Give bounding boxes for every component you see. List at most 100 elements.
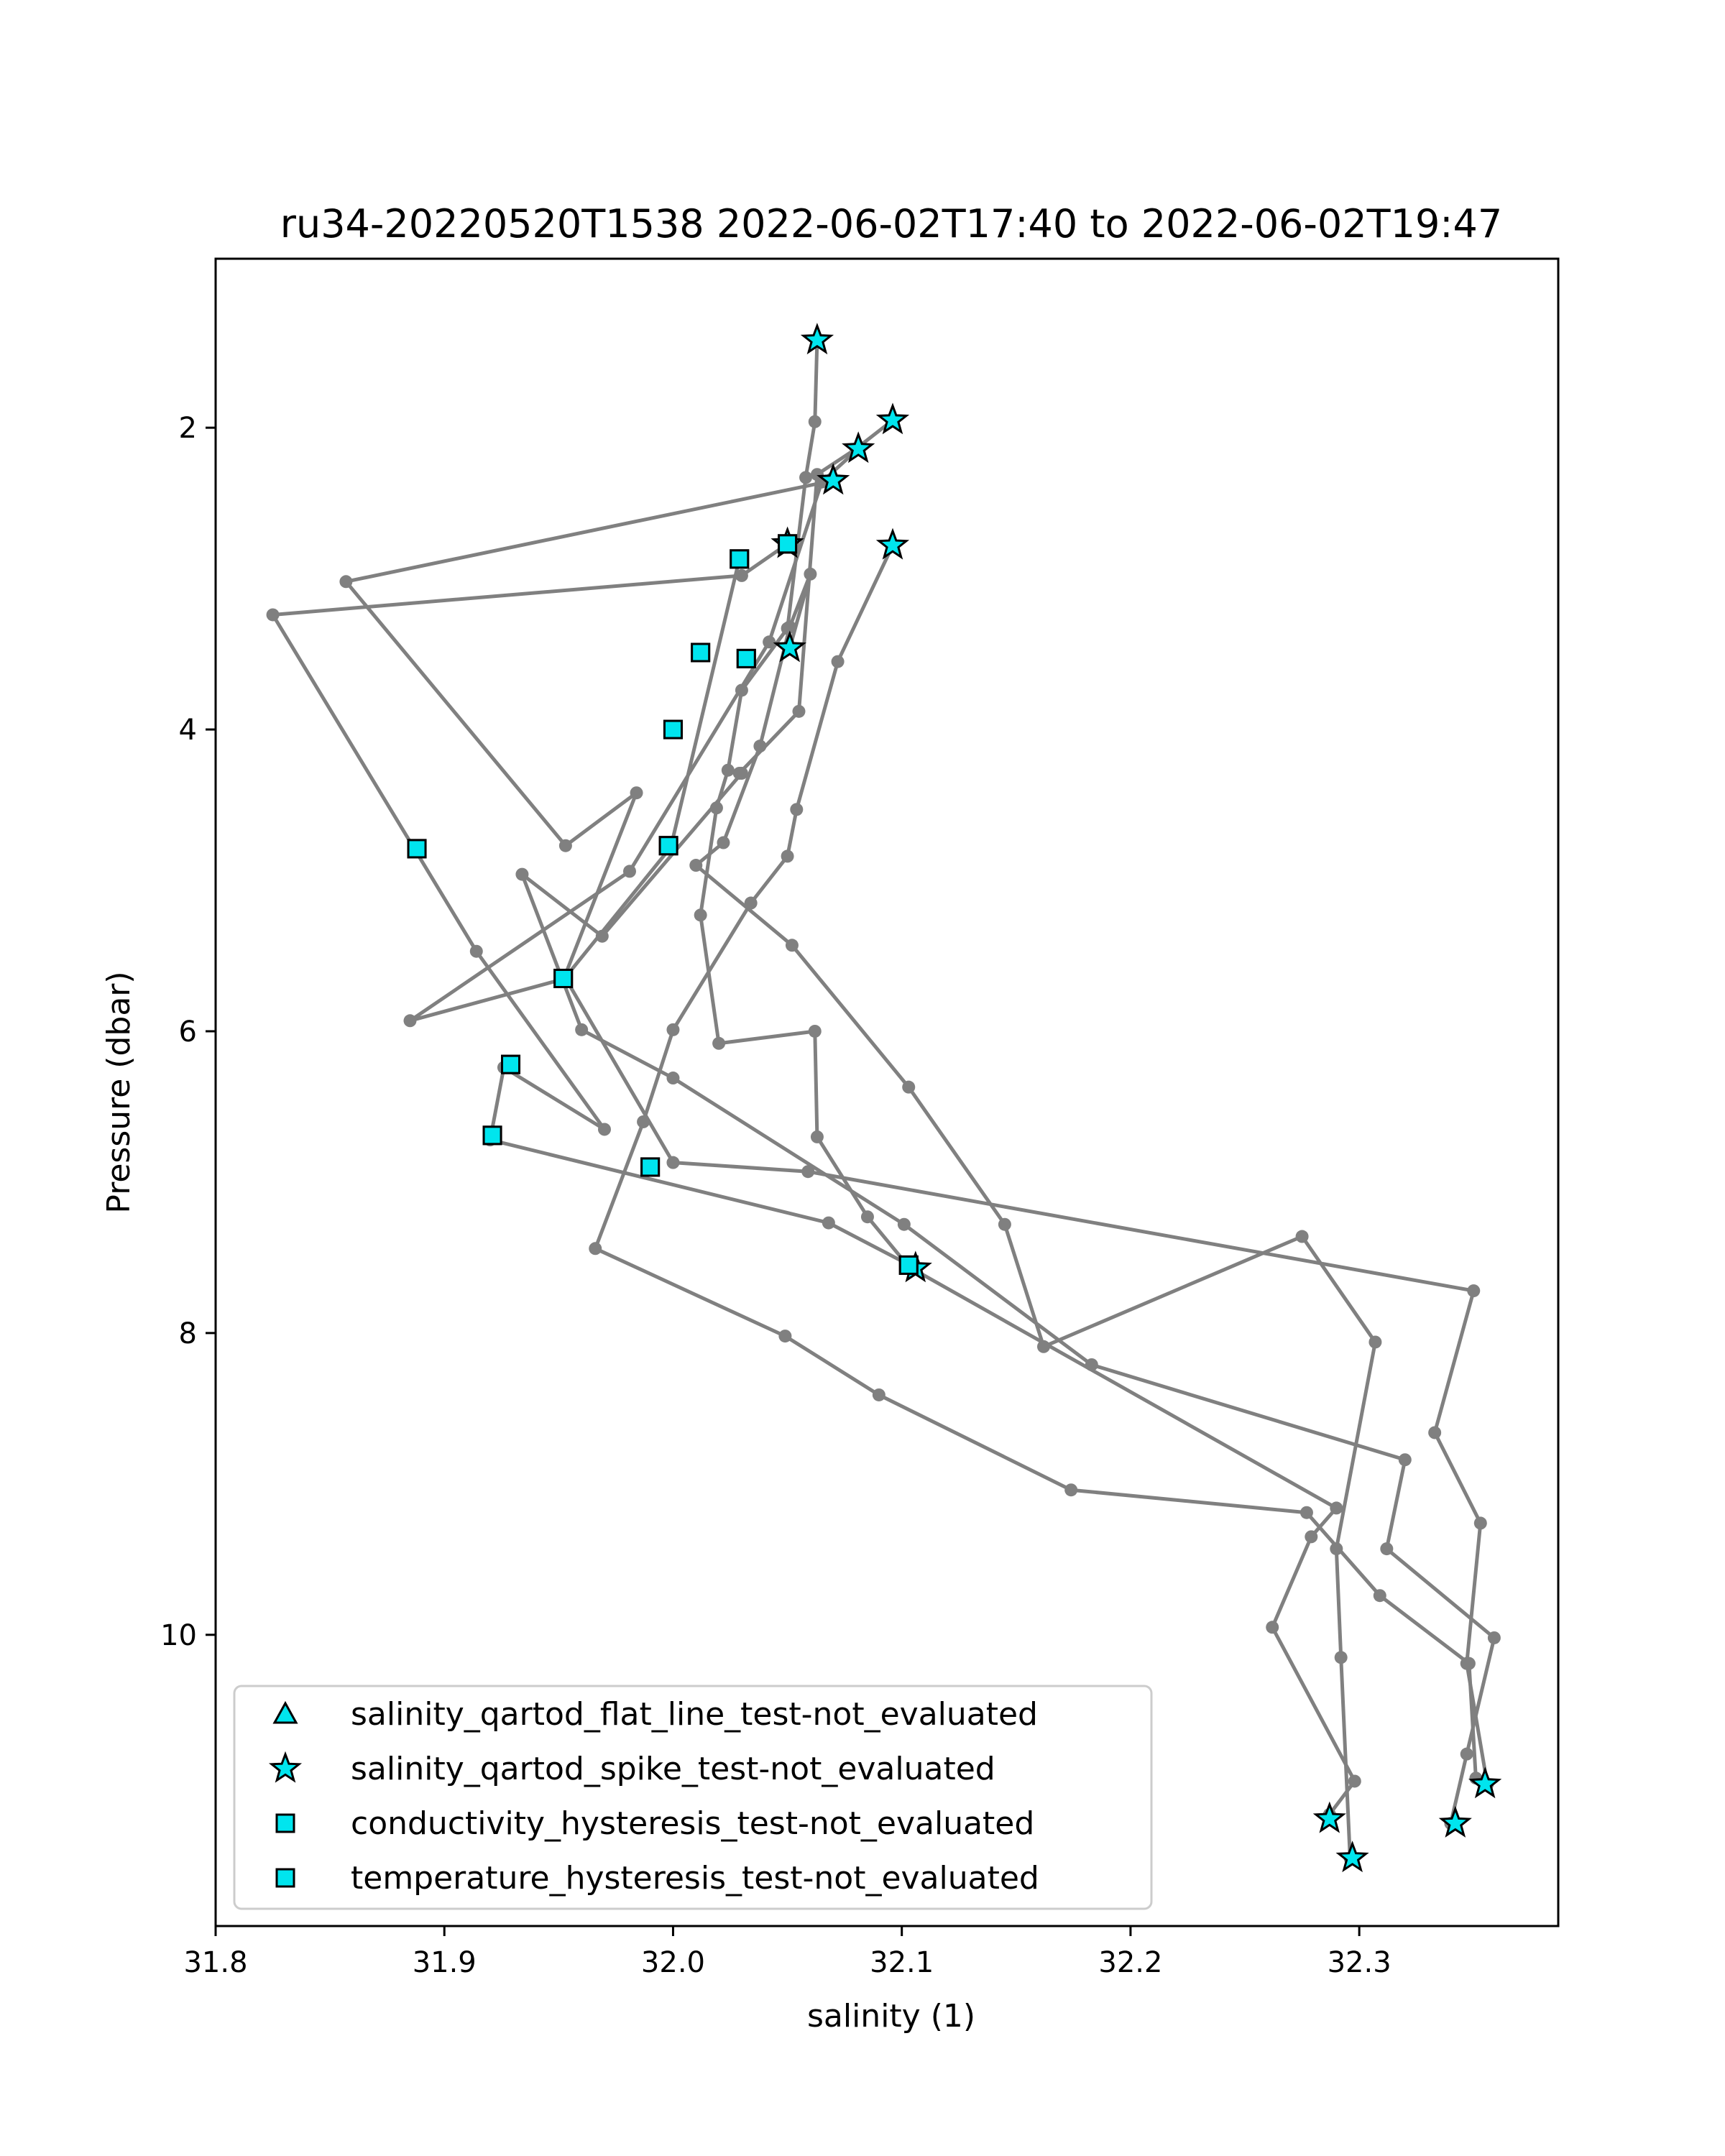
profile-point bbox=[804, 567, 817, 581]
profile-point bbox=[1085, 1358, 1098, 1371]
square-marker bbox=[691, 642, 711, 663]
star-marker bbox=[842, 431, 875, 464]
legend-label: salinity_qartod_flat_line_test-not_evalu… bbox=[351, 1696, 1038, 1733]
legend-marker-square bbox=[275, 1813, 295, 1833]
profile-point bbox=[1460, 1747, 1473, 1761]
profile-point bbox=[792, 704, 806, 718]
profile-point bbox=[637, 1115, 650, 1128]
profile-point bbox=[822, 1216, 835, 1230]
y-tick-label: 2 bbox=[179, 412, 197, 445]
profile-point bbox=[709, 801, 723, 815]
profile-point bbox=[1467, 1284, 1481, 1298]
x-tick-label: 31.9 bbox=[413, 1946, 477, 1979]
profile-point bbox=[666, 1023, 680, 1036]
profile-point bbox=[1428, 1426, 1442, 1439]
legend-marker-star bbox=[268, 1751, 303, 1783]
star-marker bbox=[800, 323, 834, 355]
legend-frame bbox=[233, 1685, 1153, 1910]
profile-point bbox=[1380, 1542, 1394, 1556]
profile-point bbox=[831, 655, 845, 668]
square-marker bbox=[553, 968, 574, 988]
star-marker bbox=[875, 402, 910, 435]
x-tick-label: 32.2 bbox=[1098, 1946, 1162, 1979]
legend-label: temperature_hysteresis_test-not_evaluate… bbox=[351, 1860, 1039, 1897]
profile-point bbox=[558, 839, 572, 852]
profile-point bbox=[1266, 1621, 1279, 1634]
profile-point bbox=[1368, 1335, 1382, 1349]
profile-point bbox=[1398, 1453, 1412, 1467]
profile-point bbox=[597, 1123, 611, 1136]
profile-point bbox=[1473, 1516, 1487, 1530]
profile-point bbox=[266, 608, 280, 622]
star-marker bbox=[875, 528, 910, 560]
profile-point bbox=[735, 683, 748, 697]
profile-point bbox=[1036, 1340, 1050, 1353]
profile-point bbox=[735, 568, 748, 582]
star-marker bbox=[773, 630, 806, 663]
profile-point bbox=[860, 1210, 874, 1224]
y-axis-label: Pressure (dbar) bbox=[101, 971, 137, 1213]
profile-point bbox=[666, 1072, 680, 1085]
square-marker bbox=[407, 839, 427, 859]
square-marker bbox=[640, 1157, 661, 1177]
star-marker bbox=[1312, 1801, 1346, 1833]
star-marker bbox=[816, 463, 850, 495]
profile-point bbox=[897, 1217, 911, 1231]
profile-point bbox=[801, 1165, 815, 1179]
plot-frame bbox=[214, 257, 1560, 1927]
profile-point bbox=[339, 575, 353, 589]
profile-point bbox=[1460, 1657, 1473, 1670]
profile-point bbox=[808, 415, 822, 428]
x-tick-label: 32.0 bbox=[641, 1946, 705, 1979]
profile-point bbox=[799, 471, 813, 484]
profile-point bbox=[744, 896, 758, 910]
profile-point bbox=[721, 763, 735, 777]
profile-point bbox=[1295, 1230, 1309, 1243]
y-tick-label: 6 bbox=[179, 1015, 197, 1049]
profile-point bbox=[902, 1080, 916, 1094]
profile-point bbox=[1348, 1774, 1361, 1788]
star-marker bbox=[1438, 1805, 1472, 1838]
square-marker bbox=[658, 836, 678, 856]
y-tick-label: 8 bbox=[179, 1317, 197, 1350]
legend-marker-square bbox=[275, 1868, 295, 1888]
legend-label: salinity_qartod_spike_test-not_evaluated bbox=[351, 1751, 995, 1787]
profile-point bbox=[1487, 1631, 1501, 1644]
profile-point bbox=[790, 803, 804, 816]
square-marker bbox=[736, 648, 756, 668]
legend-label: conductivity_hysteresis_test-not_evaluat… bbox=[351, 1805, 1034, 1842]
profile-point bbox=[1330, 1501, 1343, 1515]
star-marker bbox=[1335, 1841, 1369, 1873]
profile-point bbox=[810, 1130, 824, 1143]
profile-point bbox=[694, 908, 707, 922]
profile-point bbox=[998, 1217, 1011, 1231]
x-tick-label: 32.1 bbox=[870, 1946, 934, 1979]
x-axis: 31.8 31.9 32.0 32.1 32.2 32.3 bbox=[183, 1926, 1392, 1979]
legend-marker-triangle bbox=[272, 1700, 298, 1724]
flag-markers bbox=[407, 323, 1502, 1873]
square-marker bbox=[501, 1054, 521, 1074]
profile-point bbox=[622, 865, 636, 878]
profile-point bbox=[753, 740, 767, 753]
square-marker bbox=[663, 719, 683, 740]
x-axis-label: salinity (1) bbox=[807, 1998, 975, 2035]
profile-point bbox=[1300, 1506, 1313, 1519]
profile-point bbox=[717, 836, 730, 849]
profile-point bbox=[589, 1242, 602, 1256]
profile-point bbox=[403, 1014, 417, 1028]
profile-point bbox=[630, 786, 643, 800]
star-marker bbox=[1468, 1766, 1502, 1799]
profile-point bbox=[575, 1023, 589, 1036]
profile-point bbox=[783, 620, 796, 634]
square-marker bbox=[898, 1255, 919, 1275]
profile-point bbox=[785, 939, 799, 952]
profile-point bbox=[872, 1388, 886, 1401]
profile-point bbox=[666, 1156, 680, 1169]
profile-point bbox=[712, 1036, 726, 1050]
y-tick-label: 4 bbox=[179, 714, 197, 747]
chart-title: ru34-20220520T1538 2022-06-02T17:40 to 2… bbox=[280, 201, 1502, 247]
profile-point bbox=[1330, 1542, 1343, 1556]
profile-point bbox=[778, 1330, 792, 1343]
square-marker bbox=[730, 549, 750, 569]
